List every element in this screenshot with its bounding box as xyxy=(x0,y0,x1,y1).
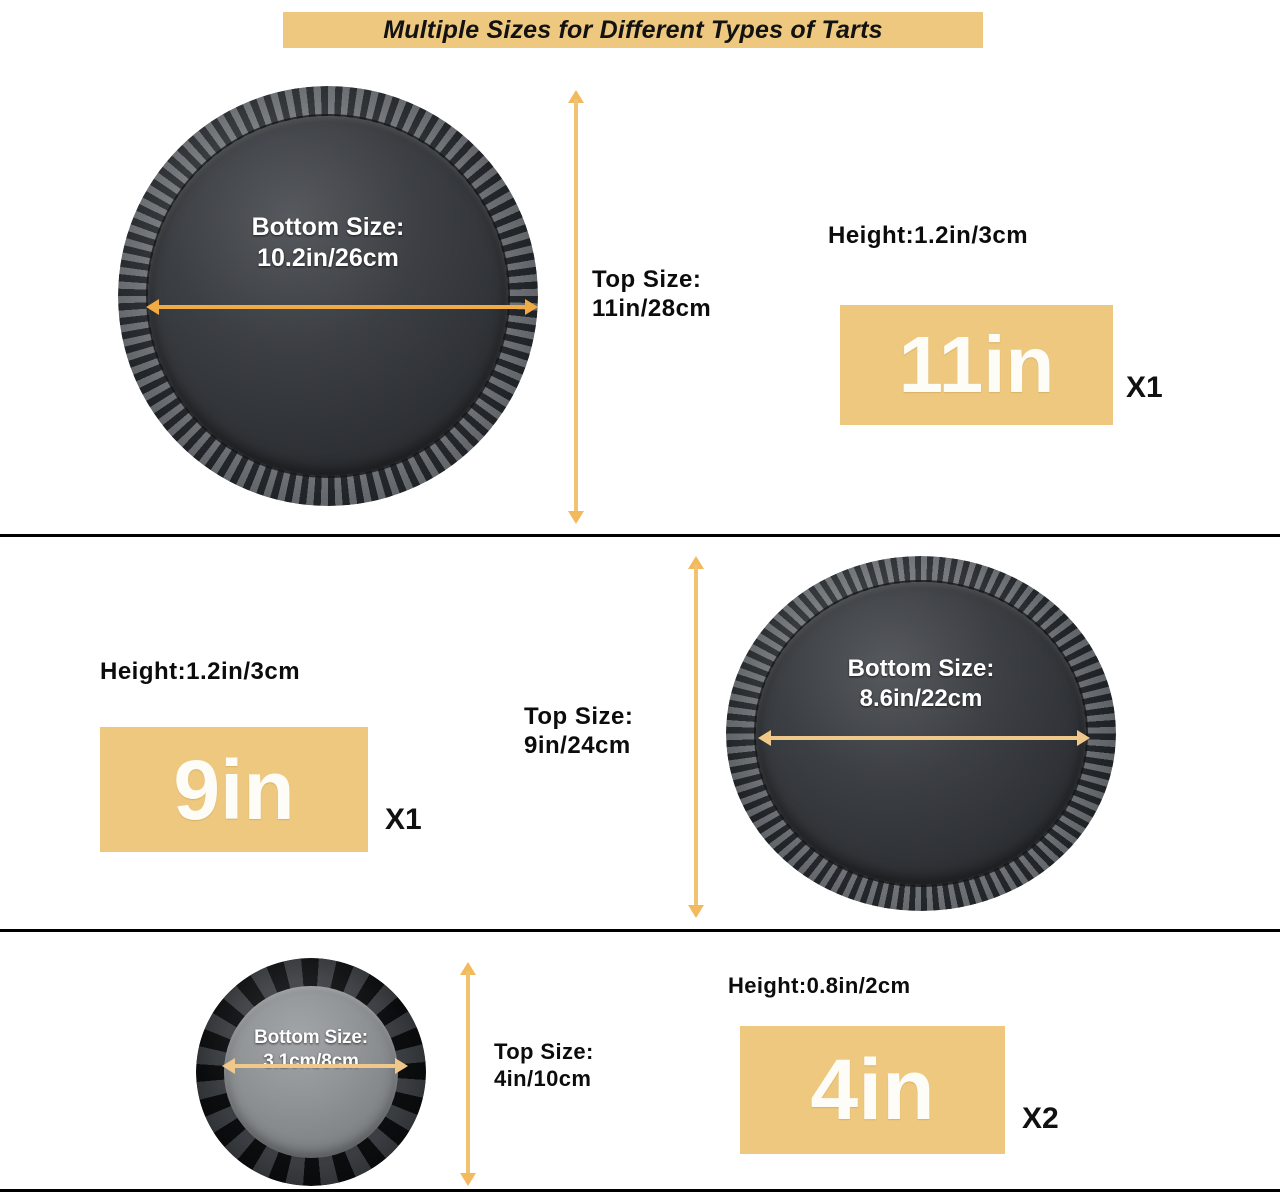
size-badge-11in: 11in xyxy=(840,305,1113,425)
pan-bottom-size-caption-11in: Bottom Size: 10.2in/26cm xyxy=(251,213,405,273)
top-size-label-9in: Top Size: 9in/24cm xyxy=(524,703,634,760)
quantity-label-11in: X1 xyxy=(1126,371,1163,404)
size-badge-text-11in: 11in xyxy=(898,320,1055,409)
page-title: Multiple Sizes for Different Types of Ta… xyxy=(383,15,883,44)
size-badge-text-9in: 9in xyxy=(173,742,295,837)
bottom-diameter-arrow-11in xyxy=(146,298,538,316)
size-badge-4in: 4in xyxy=(740,1026,1005,1154)
top-size-label-11in: Top Size: 11in/28cm xyxy=(592,266,712,323)
tart-pan-11in: Bottom Size: 10.2in/26cm xyxy=(118,86,538,506)
height-label-9in: Height:1.2in/3cm xyxy=(100,658,301,685)
top-size-label-4in: Top Size: 4in/10cm xyxy=(494,1039,594,1091)
pan-base-4in xyxy=(224,986,398,1158)
page-title-banner: Multiple Sizes for Different Types of Ta… xyxy=(283,12,983,48)
section-divider-2 xyxy=(0,929,1280,932)
pan-bottom-size-caption-9in: Bottom Size: 8.6in/22cm xyxy=(847,655,995,712)
top-size-arrow-4in xyxy=(459,962,477,1186)
top-size-arrow-9in xyxy=(687,556,705,918)
height-label-4in: Height:0.8in/2cm xyxy=(728,973,911,998)
section-divider-3 xyxy=(0,1189,1280,1192)
tart-pan-9in: Bottom Size: 8.6in/22cm xyxy=(726,556,1116,911)
top-size-arrow-11in xyxy=(567,90,585,524)
bottom-diameter-arrow-9in xyxy=(758,729,1090,747)
height-label-11in: Height:1.2in/3cm xyxy=(828,222,1029,249)
pan-base-9in xyxy=(756,582,1086,885)
bottom-diameter-arrow-4in xyxy=(222,1057,408,1075)
quantity-label-9in: X1 xyxy=(385,803,422,836)
quantity-label-4in: X2 xyxy=(1022,1102,1059,1135)
pan-base-11in xyxy=(148,116,508,476)
size-badge-9in: 9in xyxy=(100,727,368,852)
section-divider-1 xyxy=(0,534,1280,537)
size-badge-text-4in: 4in xyxy=(810,1042,935,1138)
